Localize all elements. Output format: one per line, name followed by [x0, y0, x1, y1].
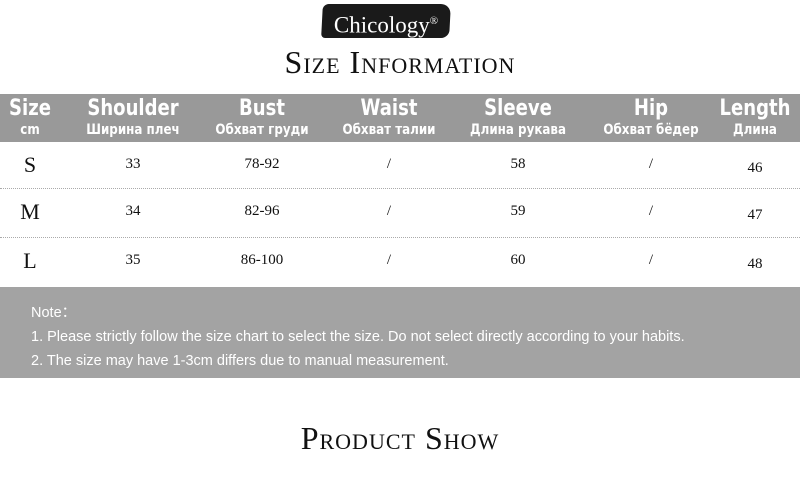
header-size: Size	[9, 96, 51, 121]
cell-waist: /	[386, 252, 392, 268]
registered-mark: ®	[429, 15, 439, 27]
product-show-title: Product Show	[300, 420, 500, 456]
header-hip-ru: Обхват бёдер	[603, 122, 699, 138]
cell-length: 46	[747, 160, 763, 176]
header-bust: Bust	[239, 96, 285, 121]
cell-bust: 82-96	[244, 203, 280, 219]
size-info-title: Size Information	[284, 44, 516, 80]
cell-size: S	[23, 152, 37, 177]
note-line-2: 2. The size may have 1-3cm differs due t…	[31, 353, 449, 369]
cell-hip: /	[648, 203, 654, 219]
table-row: L 35 86-100 / 60 / 48	[0, 246, 800, 292]
header-waist-ru: Обхват талии	[342, 122, 436, 138]
header-waist: Waist	[360, 96, 418, 121]
header-length: Length	[719, 96, 791, 121]
cell-waist: /	[386, 203, 392, 219]
brand-logo: Chicology®	[322, 6, 450, 41]
header-bust-ru: Обхват груди	[215, 122, 309, 138]
header-length-ru: Длина	[733, 122, 777, 138]
cell-sleeve: 60	[510, 252, 526, 268]
header-sleeve: Sleeve	[484, 96, 552, 121]
cell-waist: /	[386, 156, 392, 172]
cell-bust: 78-92	[244, 156, 280, 172]
cell-hip: /	[648, 156, 654, 172]
header-size-ru: cm	[20, 122, 40, 138]
cell-length: 47	[747, 207, 763, 223]
header-hip: Hip	[633, 96, 669, 121]
header-shoulder: Shoulder	[87, 96, 179, 121]
cell-size: M	[20, 199, 40, 224]
header-shoulder-ru: Ширина плеч	[86, 122, 180, 138]
cell-length: 48	[747, 256, 763, 272]
row-divider	[0, 237, 800, 238]
cell-sleeve: 58	[510, 156, 526, 172]
cell-size: L	[23, 248, 37, 273]
note-box: Note： 1. Please strictly follow the size…	[0, 287, 800, 378]
header-sleeve-ru: Длина рукава	[470, 122, 566, 138]
cell-shoulder: 35	[125, 252, 141, 268]
row-divider	[0, 188, 800, 189]
cell-bust: 86-100	[240, 252, 284, 268]
note-label: Note：	[31, 305, 77, 321]
cell-sleeve: 59	[510, 203, 526, 219]
cell-shoulder: 34	[125, 203, 141, 219]
cell-shoulder: 33	[125, 156, 141, 172]
table-row: S 33 78-92 / 58 / 46	[0, 150, 800, 196]
note-line-1: 1. Please strictly follow the size chart…	[31, 329, 685, 345]
logo-text: Chicology	[333, 12, 430, 38]
table-row: M 34 82-96 / 59 / 47	[0, 197, 800, 243]
table-header: Size cm Shoulder Ширина плеч Bust Обхват груд…	[0, 94, 800, 142]
cell-hip: /	[648, 252, 654, 268]
